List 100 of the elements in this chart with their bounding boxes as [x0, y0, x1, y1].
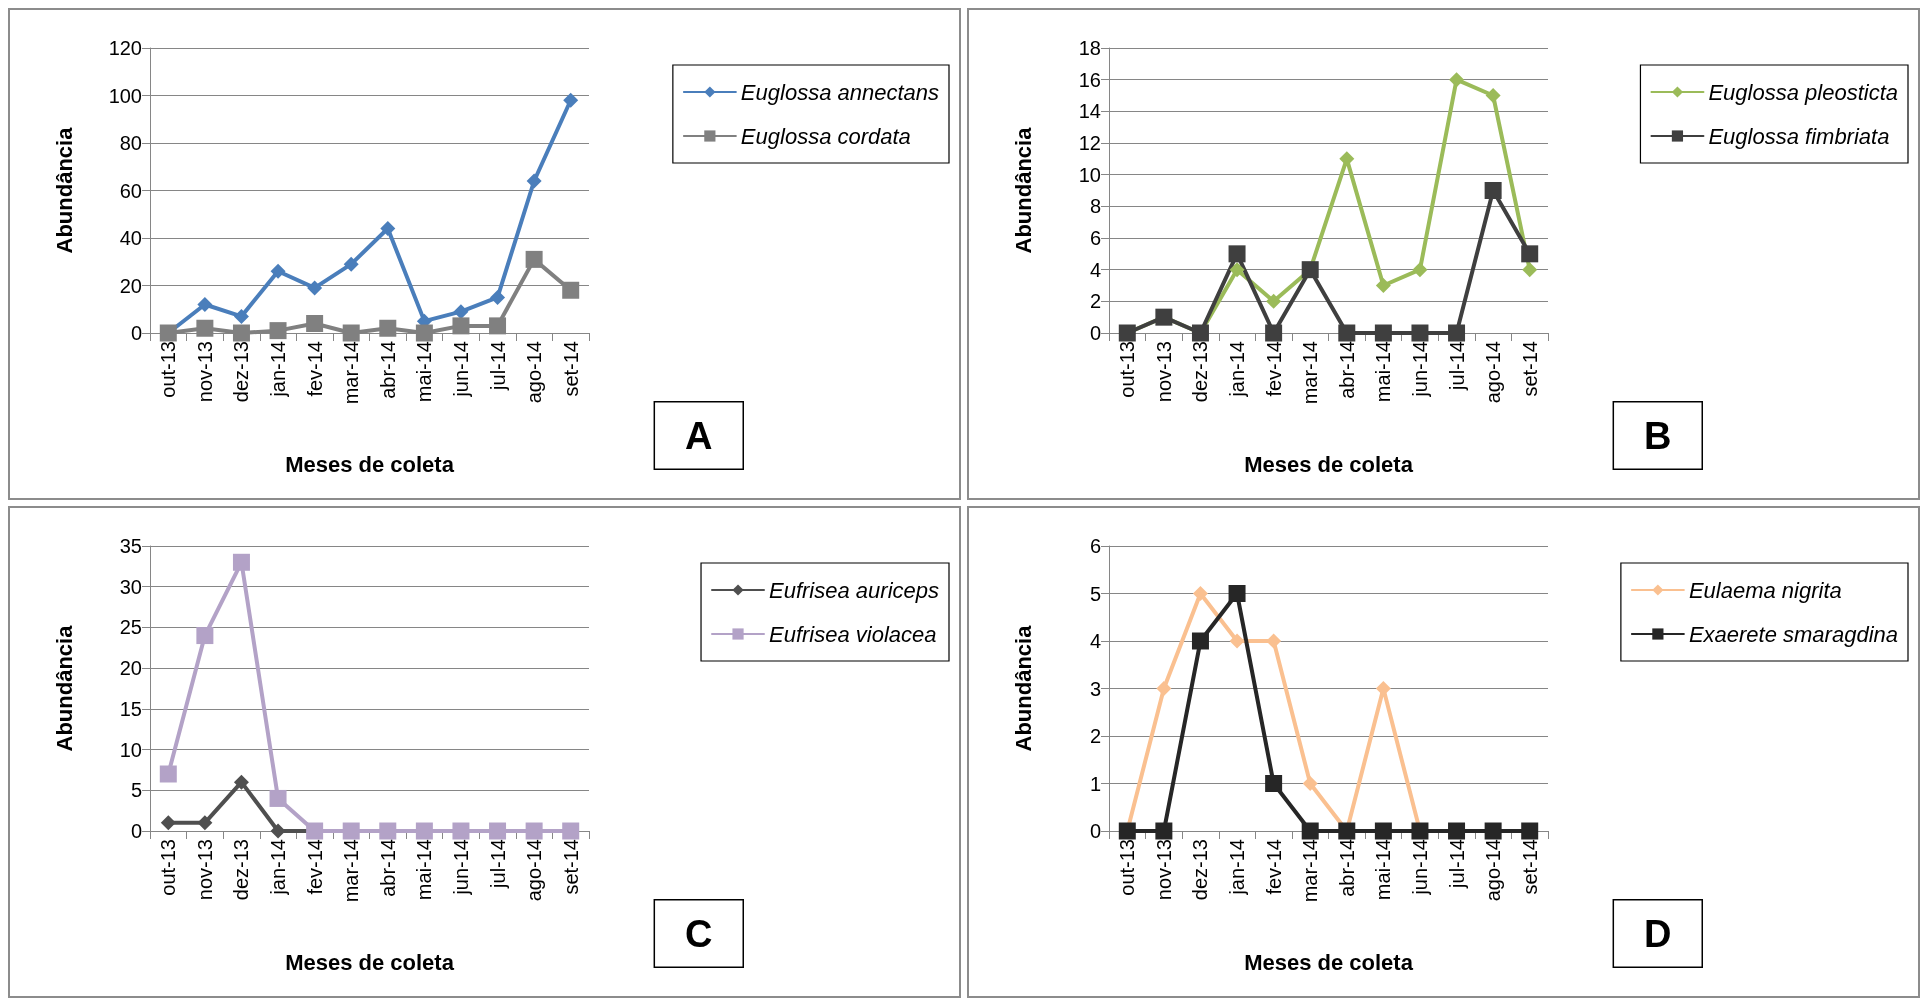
y-tick-label: 5: [130, 779, 142, 802]
text: D: [1644, 912, 1672, 955]
x-tick-label: out-13: [1116, 839, 1139, 896]
x-tick-label: jul-14: [486, 341, 509, 391]
x-tick-label: nov-13: [193, 839, 216, 901]
y-axis-title: Abundância: [1010, 624, 1036, 752]
x-tick-label: ago-14: [1482, 341, 1505, 404]
point: [1484, 182, 1502, 199]
point: [1521, 245, 1539, 263]
point: [232, 324, 250, 342]
y-axis-title: Abundância: [1010, 126, 1036, 254]
point: [159, 765, 177, 783]
point: [1266, 633, 1282, 649]
x-tick-label: out-13: [1116, 341, 1139, 398]
point: [1375, 278, 1391, 293]
point: [1521, 822, 1539, 840]
y-tick-label: 2: [1089, 725, 1101, 747]
x-tick-label: set-14: [1518, 341, 1541, 397]
point: [1485, 88, 1501, 103]
y-tick-label: 8: [1089, 195, 1101, 218]
x-tick-label: jul-14: [486, 839, 509, 889]
x-tick-label: jun-14: [1408, 839, 1431, 896]
point: [490, 289, 506, 305]
x-tick-label: jan-14: [1226, 341, 1249, 398]
x-tick-label: set-14: [559, 341, 582, 397]
x-tick-label: mar-14: [340, 839, 363, 903]
x-tick-label: mai-14: [413, 839, 436, 901]
point: [1412, 262, 1428, 278]
point: [269, 789, 287, 807]
point: [1266, 293, 1282, 309]
x-tick-label: jun-14: [449, 341, 472, 398]
point: [197, 297, 213, 312]
legend-label: Euglossa pleosticta: [1708, 79, 1899, 105]
y-tick-label: 2: [1089, 290, 1101, 313]
y-tick-label: 0: [1089, 820, 1101, 842]
x-tick-label: ago-14: [523, 839, 546, 902]
point: [1484, 822, 1502, 840]
point: [1228, 585, 1246, 602]
point: [342, 324, 360, 342]
point: [1449, 72, 1465, 88]
point: [1301, 822, 1319, 840]
point: [526, 173, 542, 189]
x-tick-label: dez-13: [230, 341, 253, 403]
x-tick-label: jul-14: [1445, 341, 1468, 391]
point: [343, 256, 359, 272]
x-tick-label: jan-14: [267, 839, 290, 896]
x-tick-label: abr-14: [1335, 839, 1358, 897]
y-tick-label: 12: [1078, 132, 1101, 154]
x-tick-label: set-14: [559, 839, 582, 895]
point: [1229, 262, 1245, 278]
point: [1411, 324, 1429, 342]
point: [1191, 632, 1209, 650]
y-tick-label: 10: [1078, 163, 1101, 186]
point: [1338, 324, 1356, 342]
x-tick-label: nov-13: [193, 341, 216, 403]
point: [1522, 262, 1538, 278]
point: [196, 319, 214, 337]
point: [380, 221, 396, 236]
x-tick-label: jun-14: [1408, 341, 1431, 398]
point: [1374, 324, 1392, 342]
x-axis-title: Meses de coleta: [285, 451, 455, 477]
x-tick-label: fev-14: [303, 839, 326, 895]
legend-label: Euglossa fimbriata: [1708, 123, 1890, 149]
legend-label: Eufrisea violacea: [769, 621, 937, 647]
legend-label: Eufrisea auriceps: [769, 577, 940, 603]
y-tick-label: 15: [119, 697, 142, 720]
point: [233, 308, 249, 324]
y-tick-label: 4: [1089, 630, 1101, 652]
x-tick-label: jun-14: [449, 839, 472, 896]
legend-label: Eulaema nigrita: [1688, 577, 1842, 603]
x-tick-label: abr-14: [376, 839, 399, 897]
legend-label: Euglossa cordata: [740, 123, 911, 149]
point: [196, 627, 214, 645]
y-tick-label: 16: [1078, 68, 1101, 91]
point: [1448, 324, 1466, 342]
y-tick-label: 0: [130, 820, 142, 842]
legend-label: Euglossa annectans: [740, 79, 939, 105]
point: [525, 250, 543, 268]
y-tick-label: 35: [119, 535, 142, 557]
y-tick-label: 10: [119, 738, 142, 761]
x-axis-title: Meses de coleta: [1244, 451, 1414, 477]
y-tick-label: 1: [1089, 772, 1101, 795]
x-tick-label: jan-14: [267, 341, 290, 398]
x-tick-label: ago-14: [1482, 839, 1505, 902]
x-tick-label: mar-14: [1299, 341, 1322, 405]
x-tick-label: mar-14: [340, 341, 363, 405]
point: [270, 823, 286, 839]
point: [1192, 586, 1208, 601]
point: [1156, 681, 1172, 696]
x-tick-label: dez-13: [230, 839, 253, 901]
x-tick-label: fev-14: [1262, 839, 1285, 895]
y-tick-label: 40: [119, 227, 142, 249]
x-tick-label: nov-13: [1152, 341, 1175, 403]
point: [489, 317, 507, 335]
x-tick-label: set-14: [1518, 839, 1541, 895]
point: [197, 815, 213, 831]
x-tick-label: abr-14: [1335, 341, 1358, 399]
y-tick-label: 6: [1089, 535, 1101, 557]
text: B: [1644, 414, 1672, 457]
text: A: [685, 414, 713, 457]
